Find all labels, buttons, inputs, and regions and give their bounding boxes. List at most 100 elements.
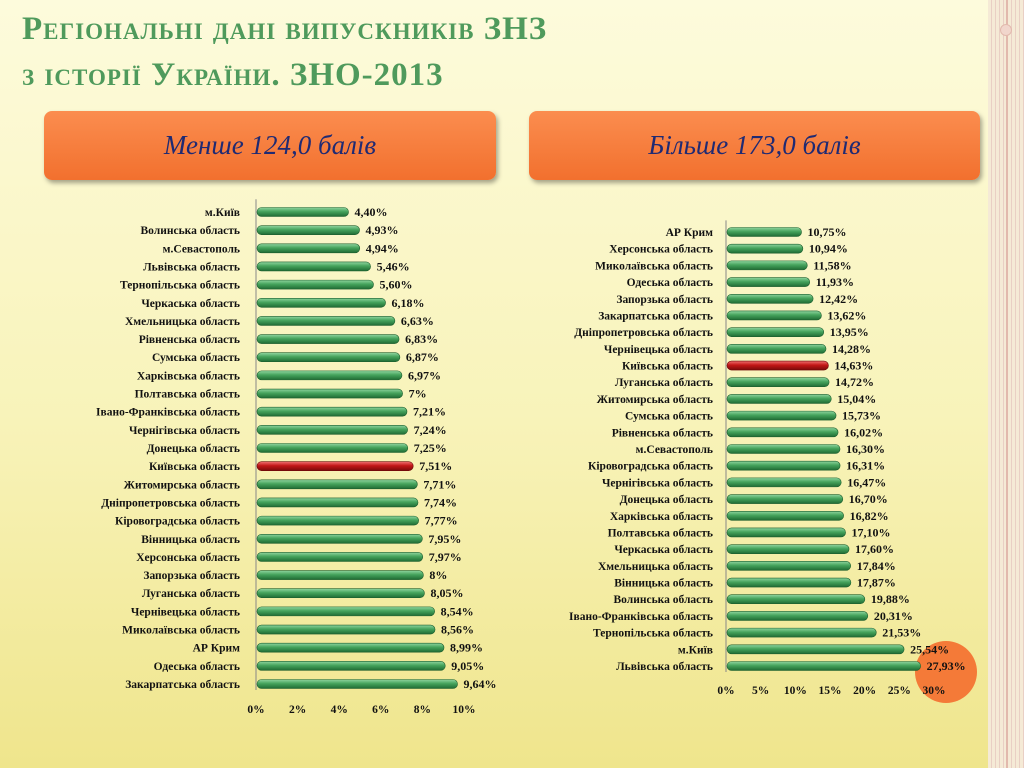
bar [726, 510, 844, 521]
bar [726, 494, 844, 504]
bar [256, 570, 424, 580]
bar [256, 370, 403, 381]
value-label: 7% [409, 387, 427, 401]
right-chart-header: Більше 173,0 балів [529, 111, 980, 180]
bar [256, 297, 386, 308]
category-label: Львівська область [616, 661, 713, 673]
value-label: 9,05% [451, 659, 484, 673]
value-label: 15,04% [837, 392, 876, 406]
category-label: Івано-Франківська область [569, 611, 713, 623]
value-label: 7,71% [423, 477, 456, 491]
value-label: 8,05% [430, 586, 463, 600]
value-label: 13,62% [827, 308, 866, 322]
right-chart-header-label: Більше 173,0 балів [648, 130, 861, 160]
bar [726, 444, 841, 454]
value-label: 7,95% [428, 532, 461, 546]
category-label: Дніпропетровська область [101, 497, 240, 509]
value-label: 19,88% [871, 592, 910, 606]
x-tick-label: 15% [819, 685, 842, 697]
category-label: Хмельницька область [598, 561, 713, 573]
value-label: 16,31% [846, 459, 885, 473]
category-label: м.Київ [678, 644, 713, 656]
category-label: Київська область [149, 461, 240, 473]
value-label: 15,73% [842, 409, 881, 423]
category-label: Полтавська область [608, 527, 713, 539]
value-label: 7,51% [419, 459, 452, 473]
decorative-line [1006, 0, 1008, 768]
bar [256, 261, 371, 272]
bar [256, 642, 445, 653]
value-label: 6,83% [405, 332, 438, 346]
category-label: АР Крим [666, 227, 714, 239]
category-label: Миколаївська область [595, 260, 713, 272]
value-label: 16,30% [846, 442, 885, 456]
category-label: Херсонська область [136, 552, 240, 564]
bar [256, 624, 436, 635]
bar [256, 443, 409, 453]
category-label: Дніпропетровська область [574, 327, 713, 339]
bar [256, 207, 349, 217]
value-label: 6,18% [392, 296, 425, 310]
category-label: м.Київ [205, 207, 240, 219]
category-label: Київська область [622, 361, 713, 373]
category-label: Сумська область [625, 411, 713, 423]
x-tick-label: 10% [784, 685, 807, 697]
left-bar-chart: м.Київ 4,40% Волинська область 4,93% м.Севас… [96, 199, 497, 716]
category-label: Черкаська область [614, 544, 713, 556]
bar [726, 527, 846, 538]
category-label: Харківська область [610, 511, 713, 523]
category-label: Вінницька область [614, 578, 713, 590]
bar [726, 227, 802, 237]
category-label: Сумська область [152, 352, 240, 364]
x-tick-label: 25% [888, 685, 911, 697]
bar [726, 344, 827, 354]
category-label: Закарпатська область [598, 310, 713, 322]
bar [256, 533, 423, 544]
value-label: 27,93% [927, 659, 966, 673]
bar [726, 277, 811, 287]
category-label: Черкаська область [141, 298, 240, 310]
bar [256, 479, 418, 490]
value-label: 13,95% [830, 325, 869, 339]
bar [726, 293, 814, 304]
x-tick-label: 20% [853, 685, 876, 697]
value-label: 20,31% [874, 609, 913, 623]
value-label: 9,64% [464, 677, 497, 691]
category-label: Одеська область [154, 661, 240, 673]
value-label: 25,54% [910, 642, 949, 656]
category-label: Луганська область [615, 377, 713, 389]
category-label: Волинська область [614, 594, 714, 606]
bar [256, 225, 360, 235]
left-chart-header-label: Менше 124,0 балів [163, 130, 377, 160]
category-label: Хмельницька область [125, 316, 240, 328]
value-label: 14,72% [835, 375, 874, 389]
bar [726, 377, 830, 388]
bar [256, 679, 458, 689]
category-label: Тернопільська область [593, 628, 713, 640]
value-label: 12,42% [819, 292, 858, 306]
highlighted-bar [726, 360, 829, 371]
bar [726, 544, 850, 554]
bar [256, 279, 374, 290]
x-tick-label: 8% [414, 704, 431, 716]
category-label: Донецька область [147, 443, 240, 455]
category-label: Харківська область [137, 370, 240, 382]
bar [256, 552, 424, 562]
value-label: 17,10% [852, 525, 891, 539]
bar [256, 606, 435, 617]
title-line-1: Регіональні дані випускників ЗНЗ [22, 11, 548, 47]
value-label: 11,58% [813, 258, 851, 272]
bar [726, 310, 822, 321]
bar [726, 561, 851, 571]
bar [256, 497, 419, 508]
bar [726, 260, 808, 271]
value-label: 16,47% [847, 475, 886, 489]
bar [726, 327, 825, 337]
category-label: Херсонська область [609, 244, 713, 256]
value-label: 7,97% [429, 550, 462, 564]
bar [256, 243, 361, 254]
value-label: 8% [429, 568, 447, 582]
bar [726, 477, 842, 488]
value-label: 17,60% [855, 542, 894, 556]
